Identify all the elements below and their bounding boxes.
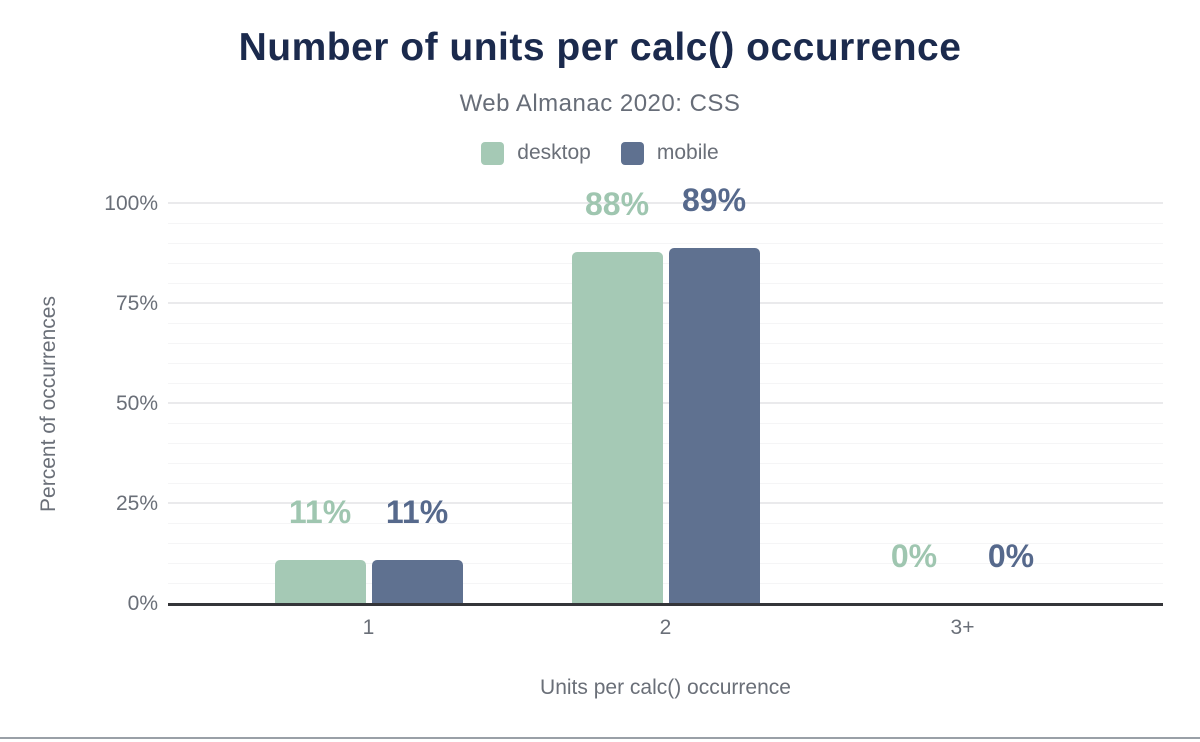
gridline-65: [168, 343, 1163, 344]
gridline-60: [168, 363, 1163, 364]
chart-subtitle: Web Almanac 2020: CSS: [459, 90, 741, 117]
gridline-10: [168, 563, 1163, 564]
y-tick-100: 100%: [104, 192, 158, 215]
y-tick-0: 0%: [127, 592, 158, 615]
gridline-20: [168, 523, 1163, 524]
legend: desktop mobile: [0, 141, 1200, 165]
value-label-mobile-1: 11%: [385, 494, 449, 530]
bar-desktop-2[interactable]: [571, 252, 663, 604]
chart-title: Number of units per calc() occurrence: [238, 26, 962, 69]
value-label-desktop-2: 88%: [584, 186, 650, 222]
y-tick-25: 25%: [115, 492, 158, 515]
plot-area: 11% 11% 88% 89% 0% 0%: [168, 184, 1163, 606]
gridline-80: [168, 283, 1163, 284]
gridline-35: [168, 463, 1163, 464]
x-axis-line: [168, 603, 1163, 606]
gridline-50: [168, 402, 1163, 404]
legend-label-mobile: mobile: [656, 141, 719, 164]
value-label-desktop-1: 11%: [288, 494, 352, 530]
value-label-mobile-3plus: 0%: [987, 538, 1035, 574]
legend-swatch-desktop: [481, 141, 505, 165]
bar-desktop-1[interactable]: [274, 560, 366, 604]
x-tick-2: 2: [659, 616, 672, 639]
bar-mobile-1[interactable]: [371, 560, 463, 604]
y-tick-50: 50%: [115, 392, 158, 415]
legend-label-desktop: desktop: [517, 141, 591, 164]
gridline-85: [168, 263, 1163, 264]
gridline-95: [168, 223, 1163, 224]
gridline-45: [168, 423, 1163, 424]
bar-mobile-2[interactable]: [668, 248, 760, 604]
gridline-25: [168, 502, 1163, 504]
gridline-75: [168, 302, 1163, 304]
y-tick-75: 75%: [115, 292, 158, 315]
gridline-5: [168, 583, 1163, 584]
x-axis-ticks: 1 2 3+: [168, 615, 1163, 643]
x-tick-1: 1: [362, 616, 375, 639]
x-tick-3plus: 3+: [950, 616, 975, 639]
value-label-desktop-3plus: 0%: [890, 538, 938, 574]
gridline-70: [168, 323, 1163, 324]
bottom-divider: [0, 737, 1200, 739]
value-label-mobile-2: 89%: [681, 182, 747, 218]
y-axis-ticks: 0% 25% 50% 75% 100%: [0, 192, 158, 615]
gridline-15: [168, 543, 1163, 544]
gridline-100: [168, 202, 1163, 204]
x-axis-title: Units per calc() occurrence: [540, 676, 791, 699]
legend-item-mobile[interactable]: mobile: [620, 141, 719, 165]
gridline-30: [168, 483, 1163, 484]
gridline-55: [168, 383, 1163, 384]
gridline-90: [168, 243, 1163, 244]
legend-item-desktop[interactable]: desktop: [481, 141, 591, 165]
legend-swatch-mobile: [620, 141, 644, 165]
gridline-40: [168, 443, 1163, 444]
